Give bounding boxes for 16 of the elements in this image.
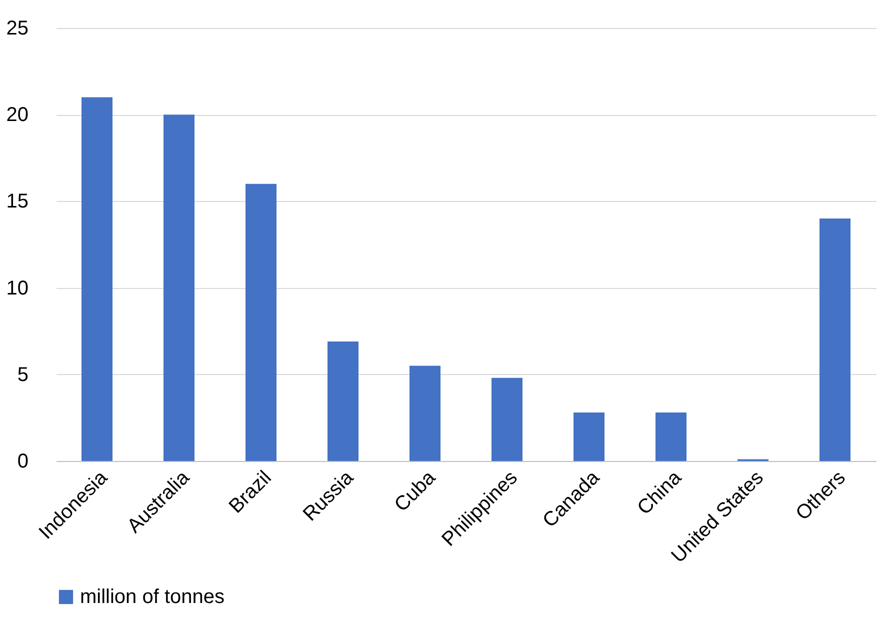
bar <box>82 97 112 461</box>
y-tick-label: 5 <box>17 364 28 386</box>
bar <box>410 366 440 461</box>
bar <box>246 184 276 461</box>
bar <box>574 412 604 461</box>
bar <box>328 341 358 461</box>
bar <box>492 378 522 461</box>
y-tick-label: 20 <box>6 104 28 126</box>
bar <box>164 114 194 461</box>
legend-label: million of tonnes <box>80 586 225 608</box>
bar <box>656 412 686 461</box>
y-tick-label: 25 <box>6 18 28 40</box>
bar <box>820 218 850 461</box>
y-tick-label: 10 <box>6 277 28 300</box>
y-tick-label: 0 <box>17 450 28 472</box>
y-tick-label: 15 <box>6 190 28 213</box>
